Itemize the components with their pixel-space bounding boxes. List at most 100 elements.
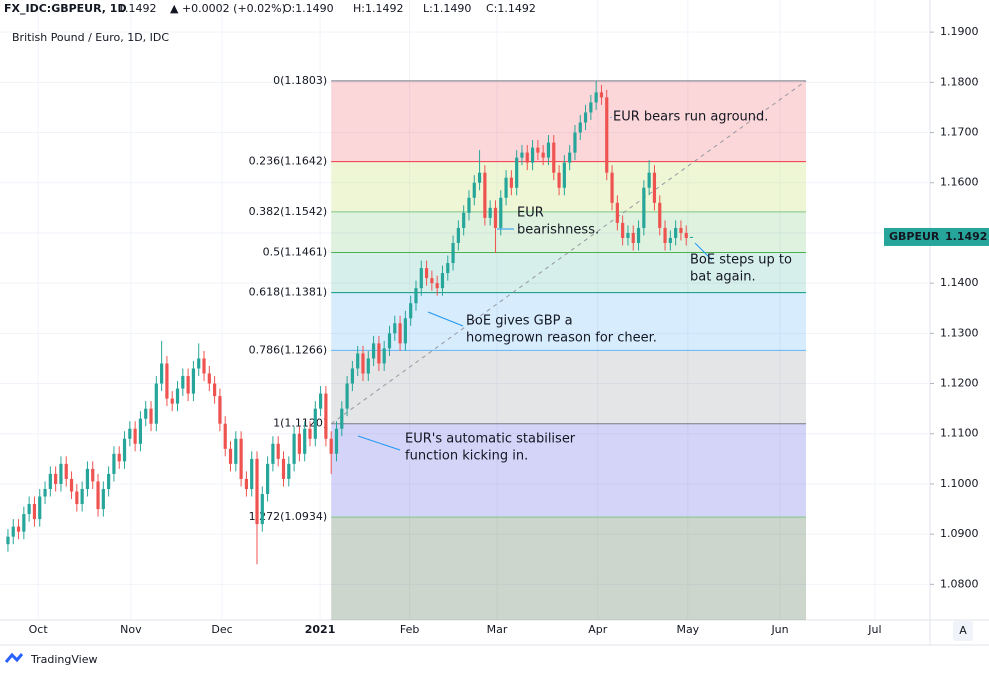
candle-body <box>668 237 672 243</box>
candle-body <box>589 102 593 113</box>
x-tick-label: 2021 <box>305 623 336 636</box>
candle-body <box>446 263 450 274</box>
candle-body <box>154 383 158 424</box>
candle-body <box>403 318 407 344</box>
candle-body <box>324 393 328 439</box>
candle-body <box>213 383 217 397</box>
candle-body <box>144 408 148 419</box>
candle-body <box>133 428 137 444</box>
fib-label: 1.272(1.0934) <box>249 510 328 523</box>
fib-band <box>331 423 806 518</box>
candle-body <box>419 268 423 289</box>
candle-body <box>165 363 169 399</box>
candle-body <box>340 408 344 429</box>
candle-body <box>366 358 370 374</box>
candle-body <box>520 152 524 158</box>
candle-body <box>234 438 238 464</box>
annotation-text: function kicking in. <box>405 449 528 464</box>
candle-body <box>424 268 429 279</box>
annotation-leader <box>694 242 713 261</box>
candle-body <box>22 514 26 532</box>
scale-button-label[interactable]: A <box>959 624 967 637</box>
candle-body <box>350 368 354 384</box>
fib-label: 0.618(1.1381) <box>249 286 328 299</box>
price-tag-value: 1.1492 <box>945 230 987 243</box>
scale-button[interactable] <box>953 621 973 641</box>
x-tick-label: Apr <box>588 623 608 636</box>
candle-body <box>54 473 58 484</box>
candle-body <box>101 488 105 510</box>
candle-body <box>435 283 439 289</box>
candle-body <box>477 172 482 183</box>
annotation-text: EUR <box>517 206 544 221</box>
fib-band <box>331 252 806 293</box>
fib-band <box>331 161 806 212</box>
candle-body <box>287 463 291 479</box>
candle-body <box>583 112 588 123</box>
x-tick-label: Dec <box>211 623 232 636</box>
candle-body <box>615 202 619 223</box>
candle-body <box>197 358 201 369</box>
candle-body <box>472 182 476 198</box>
candle-body <box>228 448 233 464</box>
candle-body <box>530 147 535 163</box>
candle-body <box>175 388 180 404</box>
candle-body <box>451 242 455 264</box>
candle-body <box>382 348 386 364</box>
candle-body <box>276 443 280 459</box>
candle-body <box>149 408 153 424</box>
candle-body <box>260 493 264 525</box>
candle-body <box>297 433 302 454</box>
candle-body <box>64 463 68 479</box>
candle-body <box>11 526 15 537</box>
candle-body <box>356 353 360 369</box>
y-tick-label: 1.1000 <box>940 477 979 490</box>
x-tick-label: Mar <box>487 623 508 636</box>
candle-body <box>138 418 143 444</box>
annotation-text: BoE steps up to <box>690 253 792 268</box>
candle-body <box>387 333 392 349</box>
candle-body <box>112 453 116 474</box>
fib-band <box>331 80 806 162</box>
candle-body <box>377 343 381 364</box>
candle-body <box>546 142 551 158</box>
candle-body <box>636 227 641 243</box>
candle-body <box>345 383 349 409</box>
annotation-leader <box>357 435 401 451</box>
candle-body <box>250 458 254 489</box>
y-tick-label: 1.1300 <box>940 326 979 339</box>
fib-band <box>331 517 806 620</box>
candle-body <box>271 443 275 464</box>
candle-body <box>128 428 132 439</box>
candle-body <box>663 227 667 243</box>
header-h: H:1.1492 <box>353 2 403 15</box>
candle-body <box>599 92 604 98</box>
candle-body <box>186 376 190 394</box>
candle-body <box>536 147 540 153</box>
y-tick-label: 1.1800 <box>940 75 979 88</box>
candle-body <box>409 303 413 319</box>
y-tick-label: 1.1100 <box>940 427 979 440</box>
candle-body <box>96 481 100 510</box>
candle-body <box>191 368 196 394</box>
candle-body <box>393 323 397 334</box>
candle-body <box>255 458 259 525</box>
candle-body <box>642 187 646 228</box>
candle-body <box>27 504 31 515</box>
x-tick-label: May <box>676 623 699 636</box>
candle-body <box>515 157 519 188</box>
candle-body <box>16 526 21 532</box>
x-tick-label: Feb <box>400 623 419 636</box>
candle-body <box>80 488 84 505</box>
candle-body <box>573 132 577 153</box>
candle-body <box>91 468 95 482</box>
fib-trend-line <box>330 80 807 425</box>
fib-label: 0.382(1.1542) <box>249 205 328 218</box>
candle-body <box>488 207 492 218</box>
candle-body <box>329 438 333 454</box>
candle-body <box>181 376 185 389</box>
brand-logo <box>4 652 24 663</box>
header-symbol: FX_IDC:GBPEUR, 1D <box>4 2 127 15</box>
